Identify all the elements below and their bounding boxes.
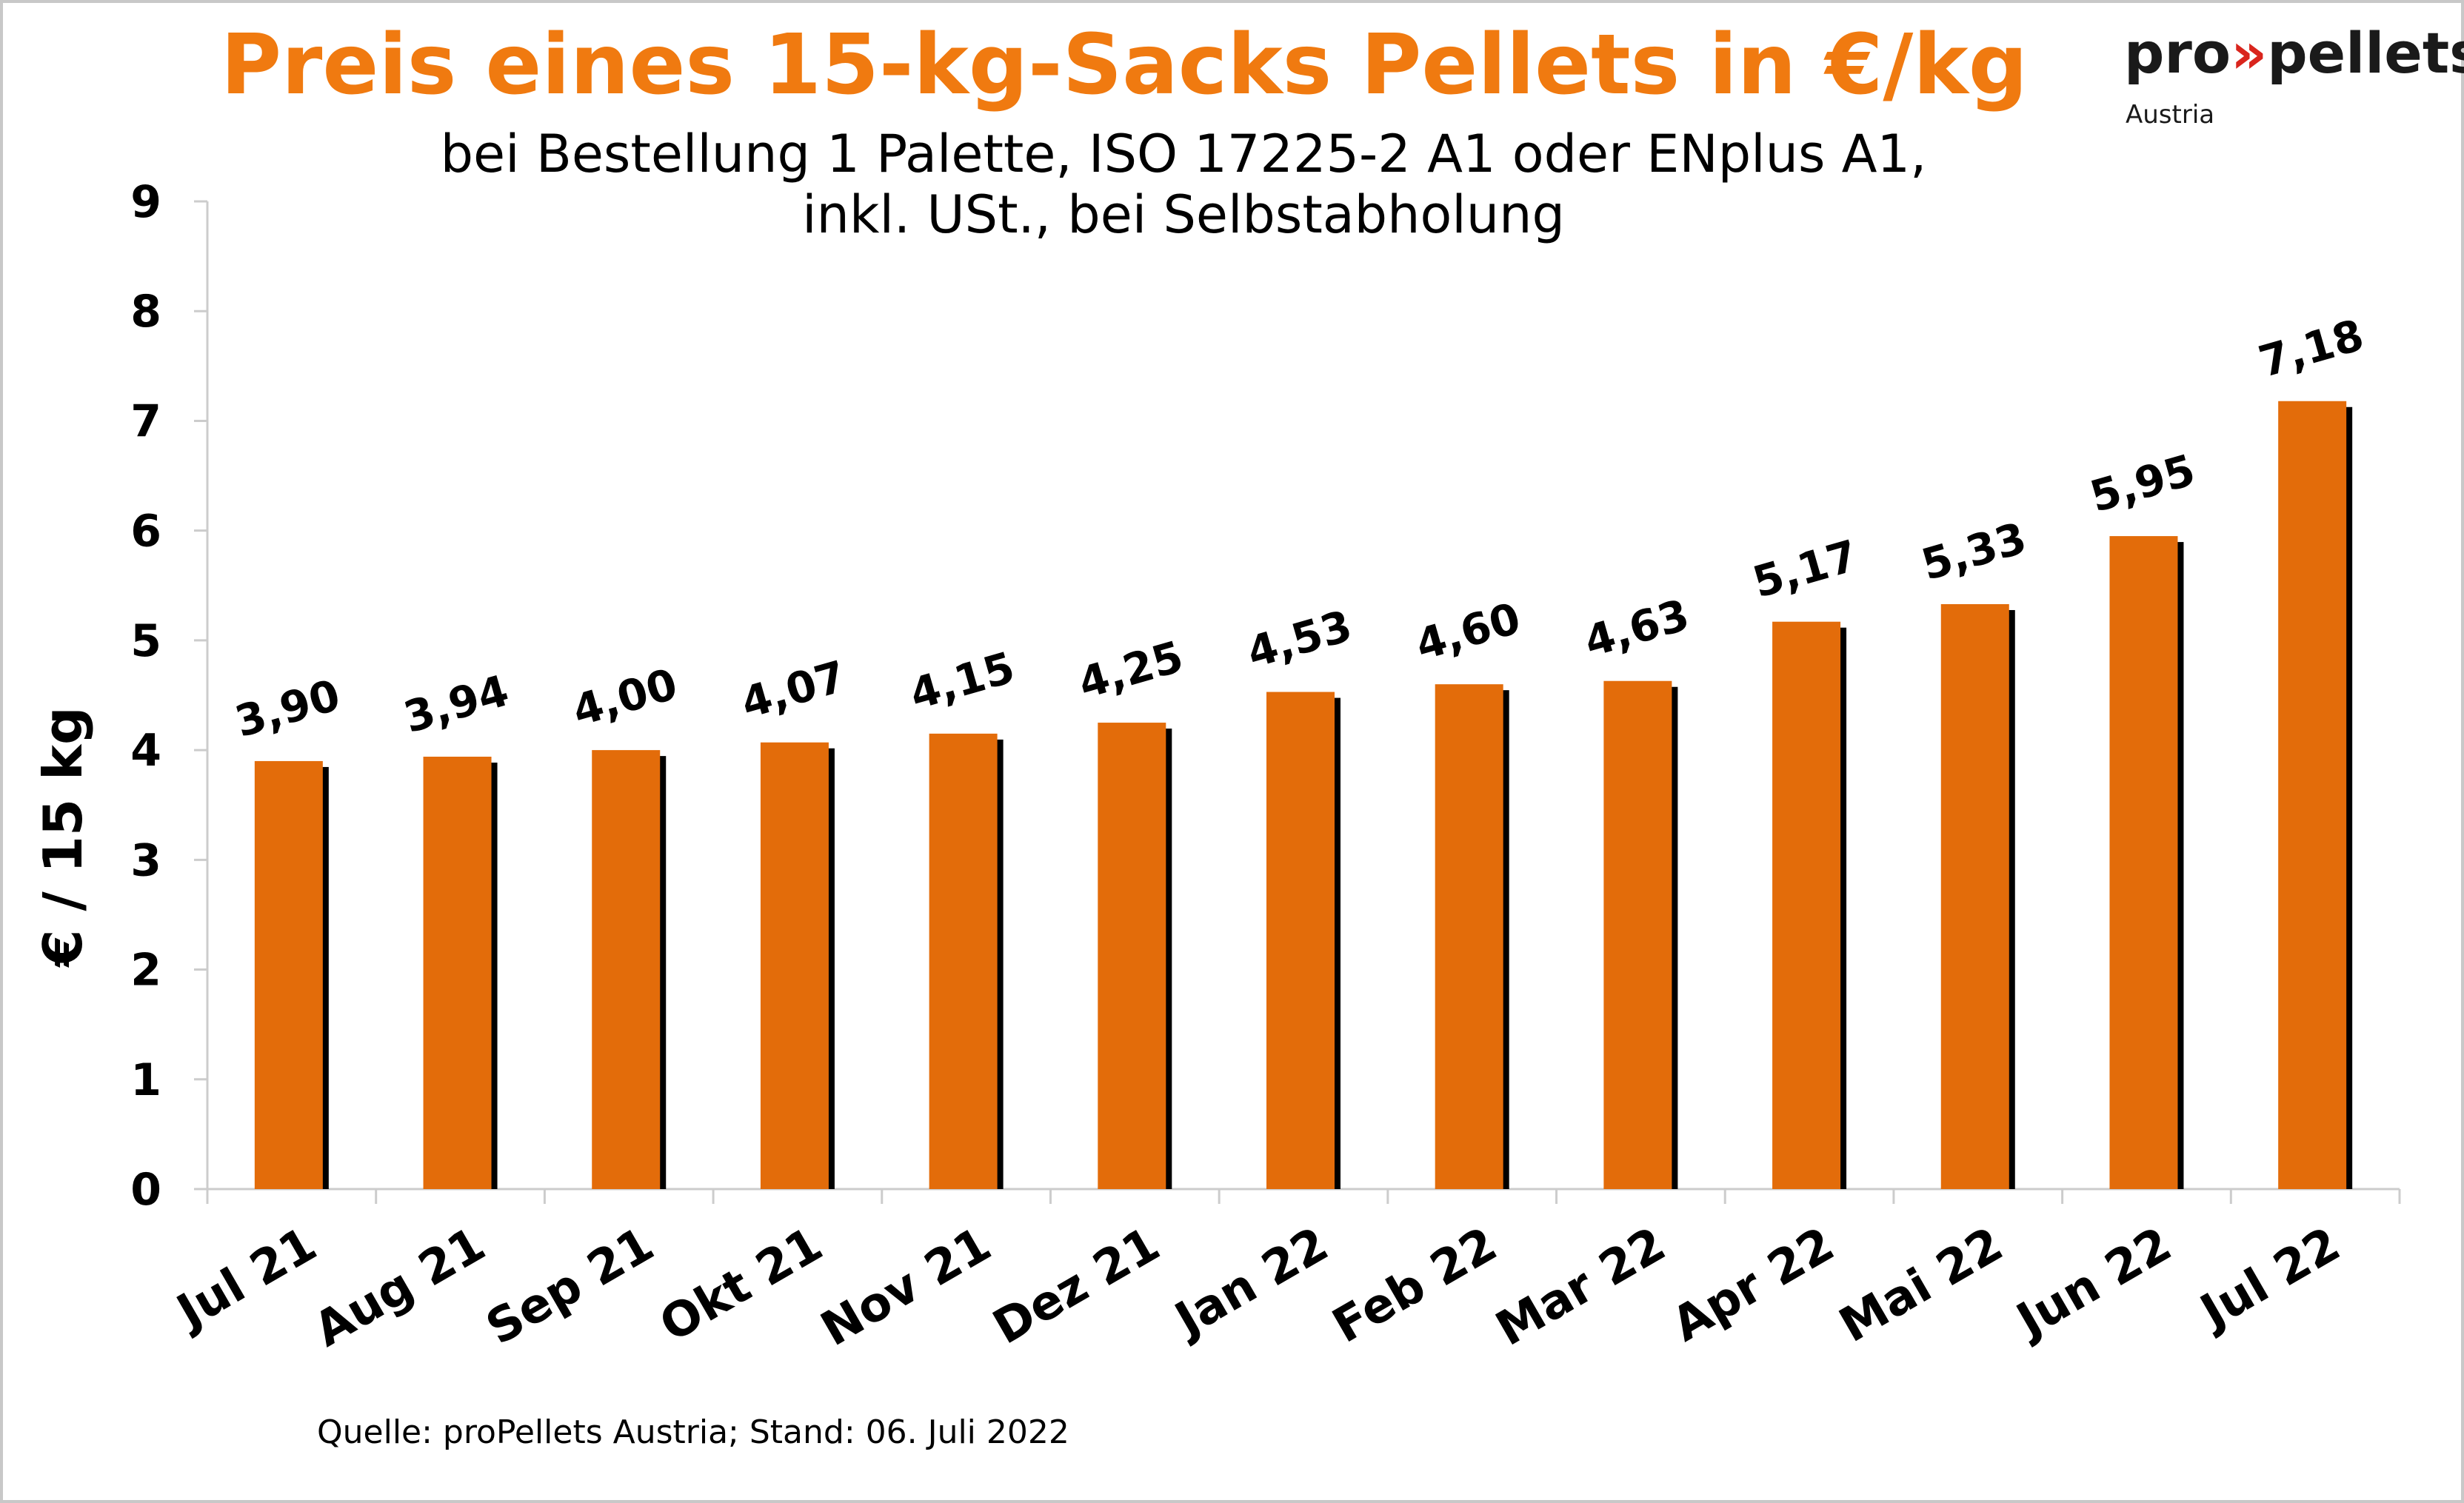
y-tick-label: 0 xyxy=(130,1164,161,1216)
y-tick-label: 2 xyxy=(130,945,161,997)
logo-text-pellets: pellets xyxy=(2267,20,2464,86)
chart-subtitle-line2: inkl. USt., bei Selbstabholung xyxy=(802,184,1565,245)
x-tick-label: Sep 21 xyxy=(478,1217,664,1356)
x-tick-label: Feb 22 xyxy=(1323,1217,1506,1354)
value-label: 4,53 xyxy=(1241,600,1357,678)
x-axis xyxy=(206,1188,2401,1204)
chart-subtitle-line1: bei Bestellung 1 Palette, ISO 17225-2 A1… xyxy=(441,124,1927,184)
y-tick-label: 6 xyxy=(130,506,161,558)
svg-text:pro»pellets: pro»pellets xyxy=(2124,20,2464,86)
bar-jan-22 xyxy=(1266,692,1335,1189)
x-tick-label: Dez 21 xyxy=(984,1217,1169,1356)
value-label: 4,07 xyxy=(735,651,851,729)
y-axis: 0 1 2 3 4 5 6 7 8 9 xyxy=(130,176,209,1216)
bar-feb-22 xyxy=(1435,684,1503,1189)
value-label: 4,63 xyxy=(1579,589,1695,667)
value-label: 4,15 xyxy=(904,642,1020,720)
y-tick-label: 9 xyxy=(130,176,161,228)
x-tick-label: Nov 21 xyxy=(812,1217,1001,1357)
bar-jun-22 xyxy=(2109,536,2178,1189)
bar-jul-21 xyxy=(254,760,323,1189)
y-axis-label: € / 15 kg xyxy=(32,706,94,968)
propellets-logo: pro»pellets Austria xyxy=(2124,20,2464,130)
y-tick-label: 5 xyxy=(130,615,161,667)
value-label: 5,33 xyxy=(1916,512,2031,590)
x-tick-label: Jul 21 xyxy=(166,1217,326,1341)
logo-subtitle: Austria xyxy=(2126,100,2214,130)
x-tick-label: Mar 22 xyxy=(1487,1217,1675,1357)
source-note: Quelle: proPellets Austria; Stand: 06. J… xyxy=(317,1413,1069,1451)
bar-mai-22 xyxy=(1940,603,2009,1189)
bars-group xyxy=(254,401,2353,1190)
bar-nov-21 xyxy=(929,733,998,1189)
x-tick-label: Jan 22 xyxy=(1164,1217,1338,1349)
value-labels-group: 3,90 3,94 4,00 4,07 4,15 4,25 4,53 4,60 4,63 5,17… xyxy=(230,309,2369,747)
bar-mar-22 xyxy=(1603,680,1672,1189)
y-tick-label: 1 xyxy=(130,1054,161,1106)
chart-title: Preis eines 15-kg-Sacks Pellets in €/kg xyxy=(221,17,2028,113)
bar-dez-21 xyxy=(1098,723,1166,1189)
value-label: 4,00 xyxy=(567,658,683,736)
bar-okt-21 xyxy=(760,742,829,1189)
value-label: 3,94 xyxy=(398,665,514,743)
y-tick-label: 4 xyxy=(130,725,161,777)
x-tick-label: Mai 22 xyxy=(1831,1217,2012,1353)
bar-aug-21 xyxy=(423,757,492,1189)
logo-arrows: » xyxy=(2231,20,2267,86)
bar-sep-21 xyxy=(592,750,661,1189)
value-label: 5,17 xyxy=(1747,530,1863,608)
x-tick-label: Aug 21 xyxy=(305,1217,494,1358)
value-label: 3,90 xyxy=(230,669,345,747)
bar-apr-22 xyxy=(1772,621,1841,1189)
logo-text-pro: pro xyxy=(2124,20,2231,86)
x-tick-label: Jun 22 xyxy=(2006,1217,2180,1350)
x-tick-label: Jul 22 xyxy=(2189,1217,2349,1341)
value-label: 5,95 xyxy=(2085,444,2200,522)
y-tick-label: 8 xyxy=(130,286,161,338)
value-label: 4,60 xyxy=(1410,593,1526,671)
y-tick-label: 7 xyxy=(130,395,161,447)
bar-jul-22 xyxy=(2278,401,2347,1190)
x-tick-label: Apr 22 xyxy=(1663,1217,1843,1353)
value-label: 4,25 xyxy=(1073,631,1189,709)
y-tick-label: 3 xyxy=(130,834,161,886)
value-label: 7,18 xyxy=(2253,309,2368,387)
x-tick-label: Okt 21 xyxy=(651,1217,832,1353)
